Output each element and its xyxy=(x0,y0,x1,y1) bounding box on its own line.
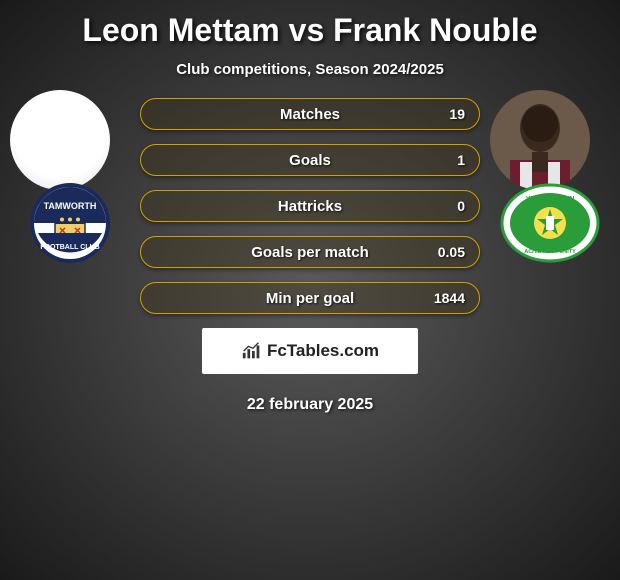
club-badge-right: YEOVIL TOWN ACHIEVE BY UNITY xyxy=(500,183,600,263)
player-right-avatar xyxy=(490,90,590,190)
stat-label: Min per goal xyxy=(141,290,479,307)
svg-text:ACHIEVE BY UNITY: ACHIEVE BY UNITY xyxy=(524,249,576,255)
stat-right-value: 19 xyxy=(449,106,465,122)
comparison-date: 22 february 2025 xyxy=(0,396,620,414)
logo-text: FcTables.com xyxy=(267,341,379,361)
chart-icon xyxy=(241,341,263,361)
stats-list: Matches19 Goals1 Hattricks0 Goals per match… xyxy=(140,98,480,314)
subtitle: Club competitions, Season 2024/2025 xyxy=(0,61,620,78)
stat-right-value: 0 xyxy=(457,198,465,214)
stat-row: Goals1 xyxy=(140,144,480,176)
page-title: Leon Mettam vs Frank Nouble xyxy=(0,0,620,49)
stat-label: Goals xyxy=(141,152,479,169)
stat-row: Hattricks0 xyxy=(140,190,480,222)
player-left-avatar xyxy=(10,90,110,190)
svg-text:TAMWORTH: TAMWORTH xyxy=(44,201,97,211)
stat-row: Matches19 xyxy=(140,98,480,130)
stat-row: Goals per match0.05 xyxy=(140,236,480,268)
stat-right-value: 1844 xyxy=(434,290,465,306)
stat-right-value: 1 xyxy=(457,152,465,168)
stat-label: Hattricks xyxy=(141,198,479,215)
stat-row: Min per goal1844 xyxy=(140,282,480,314)
stat-label: Matches xyxy=(141,106,479,123)
stat-label: Goals per match xyxy=(141,244,479,261)
fctables-logo[interactable]: FcTables.com xyxy=(202,328,418,374)
stat-right-value: 0.05 xyxy=(438,244,465,260)
club-badge-left: TAMWORTH FOOTBALL CLUB xyxy=(20,183,120,263)
comparison-area: TAMWORTH FOOTBALL CLUB YEOVIL TOWN ACHIE… xyxy=(0,98,620,414)
svg-text:YEOVIL TOWN: YEOVIL TOWN xyxy=(526,196,575,203)
svg-text:FOOTBALL CLUB: FOOTBALL CLUB xyxy=(40,244,99,251)
